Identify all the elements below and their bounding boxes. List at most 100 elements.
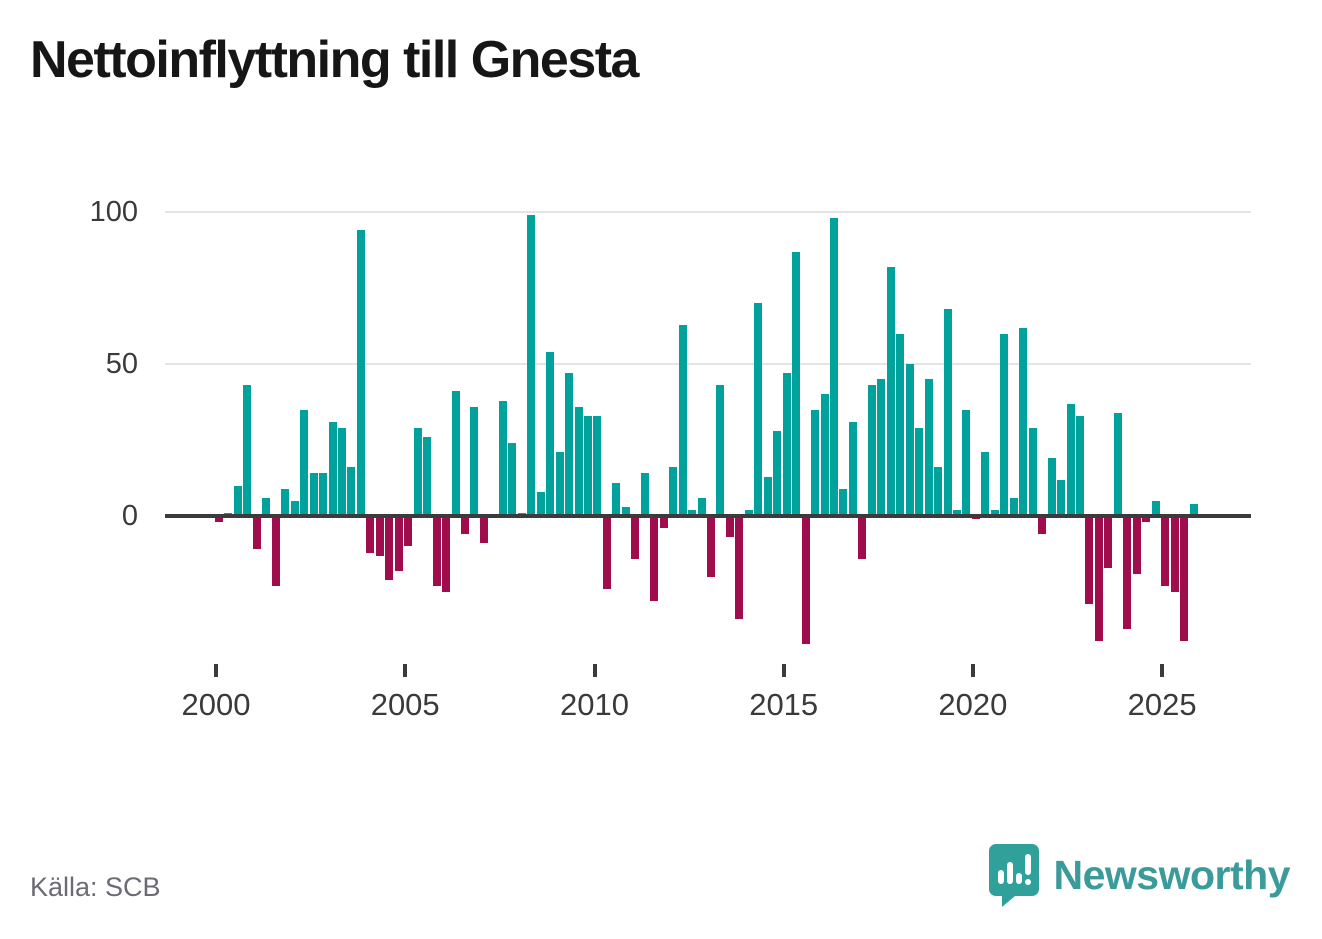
bar-2016-q4 <box>848 421 857 516</box>
bar-2003-q1 <box>328 421 337 516</box>
bar-2011-q1 <box>631 516 640 559</box>
bar-2003-q4 <box>356 230 365 516</box>
bar-2005-q1 <box>404 516 413 547</box>
bar-2024-q4 <box>1151 500 1160 516</box>
newsworthy-logo: Newsworthy <box>988 843 1291 907</box>
bar-2020-q3 <box>990 509 999 516</box>
bar-2004-q1 <box>366 516 375 553</box>
bar-2002-q1 <box>290 500 299 516</box>
bar-2024-q2 <box>1132 516 1141 574</box>
bar-2008-q4 <box>546 351 555 516</box>
bar-2015-q1 <box>782 373 791 516</box>
bar-2017-q1 <box>858 516 867 559</box>
bar-2024-q1 <box>1123 516 1132 629</box>
bar-2001-q3 <box>271 516 280 586</box>
bar-2014-q2 <box>754 303 763 516</box>
bar-2002-q3 <box>309 473 318 516</box>
bar-2006-q2 <box>451 391 460 516</box>
bar-2000-q3 <box>233 485 242 516</box>
bar-2022-q2 <box>1057 479 1066 516</box>
bar-2012-q1 <box>669 467 678 516</box>
bar-2014-q4 <box>773 430 782 516</box>
bar-2018-q3 <box>915 427 924 516</box>
bar-2012-q2 <box>678 324 687 516</box>
bar-2007-q3 <box>498 400 507 516</box>
bar-2000-q4 <box>243 385 252 516</box>
bar-2022-q1 <box>1047 458 1056 516</box>
gridline-50 <box>165 363 1251 365</box>
y-axis-label-100: 100 <box>89 196 138 228</box>
bar-2013-q3 <box>725 516 734 538</box>
bar-2018-q1 <box>896 333 905 516</box>
bar-2010-q2 <box>602 516 611 589</box>
x-axis-label-2020: 2020 <box>938 687 1008 722</box>
x-axis-line <box>165 514 1251 518</box>
bar-2013-q4 <box>735 516 744 620</box>
bar-2010-q3 <box>612 482 621 516</box>
bar-2011-q4 <box>659 516 668 529</box>
bar-2022-q4 <box>1076 415 1084 516</box>
bar-2001-q2 <box>262 497 271 516</box>
bar-2012-q3 <box>688 509 697 516</box>
bar-2004-q3 <box>385 516 394 580</box>
bar-2025-q1 <box>1161 516 1170 586</box>
source-note: Källa: SCB <box>30 872 161 902</box>
bar-2023-q4 <box>1113 412 1122 516</box>
bar-2015-q3 <box>801 516 810 644</box>
bar-2003-q3 <box>347 467 356 516</box>
bar-2004-q2 <box>375 516 384 556</box>
bar-2007-q1 <box>479 516 488 544</box>
x-tick-2000 <box>214 664 218 677</box>
x-axis-label-2010: 2010 <box>560 687 629 722</box>
gridline-100 <box>165 211 1251 213</box>
bar-2025-q2 <box>1170 516 1179 592</box>
bar-2008-q2 <box>527 215 536 516</box>
bar-2025-q4 <box>1189 503 1198 516</box>
bar-2020-q2 <box>981 452 990 516</box>
bar-2003-q2 <box>338 427 346 516</box>
bar-2006-q3 <box>461 516 469 535</box>
newsworthy-logo-text: Newsworthy <box>1053 851 1291 898</box>
x-tick-2010 <box>592 664 597 677</box>
bar-2014-q1 <box>744 509 753 516</box>
bar-2015-q4 <box>811 409 820 516</box>
bar-2023-q3 <box>1104 516 1113 568</box>
bar-2019-q2 <box>943 309 952 516</box>
bar-2010-q1 <box>593 415 602 516</box>
bar-2002-q4 <box>319 473 328 516</box>
bar-2006-q1 <box>442 516 451 592</box>
bar-2019-q1 <box>934 467 943 516</box>
bar-2021-q3 <box>1028 427 1037 516</box>
bar-2014-q3 <box>763 476 772 516</box>
bar-2023-q1 <box>1085 516 1094 605</box>
x-tick-2020 <box>970 664 975 677</box>
y-axis-label-50: 50 <box>105 348 138 380</box>
bar-2017-q3 <box>877 379 886 516</box>
bar-2002-q2 <box>300 409 309 516</box>
bar-2016-q2 <box>830 218 838 516</box>
bar-2018-q2 <box>905 364 914 516</box>
bar-2019-q3 <box>953 509 961 516</box>
x-tick-2005 <box>403 664 408 677</box>
bar-2012-q4 <box>697 497 706 516</box>
bar-2009-q2 <box>565 373 574 516</box>
bar-2016-q1 <box>820 394 829 516</box>
bar-2009-q1 <box>555 452 564 516</box>
x-axis-label-2025: 2025 <box>1127 687 1197 722</box>
bar-2011-q3 <box>650 516 659 602</box>
bar-2000-q1 <box>215 516 223 523</box>
bar-2005-q3 <box>423 437 432 516</box>
y-axis-label-0: 0 <box>121 500 138 532</box>
bar-2015-q2 <box>792 251 801 516</box>
x-axis-label-2005: 2005 <box>370 687 440 722</box>
bar-2009-q3 <box>574 406 583 516</box>
bar-2016-q3 <box>839 488 848 516</box>
bar-2009-q4 <box>584 415 592 516</box>
bar-2005-q4 <box>432 516 441 586</box>
bar-2019-q4 <box>962 409 971 516</box>
bar-2001-q1 <box>252 516 261 550</box>
bar-2021-q4 <box>1038 516 1047 535</box>
bar-2013-q1 <box>707 516 715 577</box>
x-axis-label-2000: 2000 <box>181 687 251 722</box>
